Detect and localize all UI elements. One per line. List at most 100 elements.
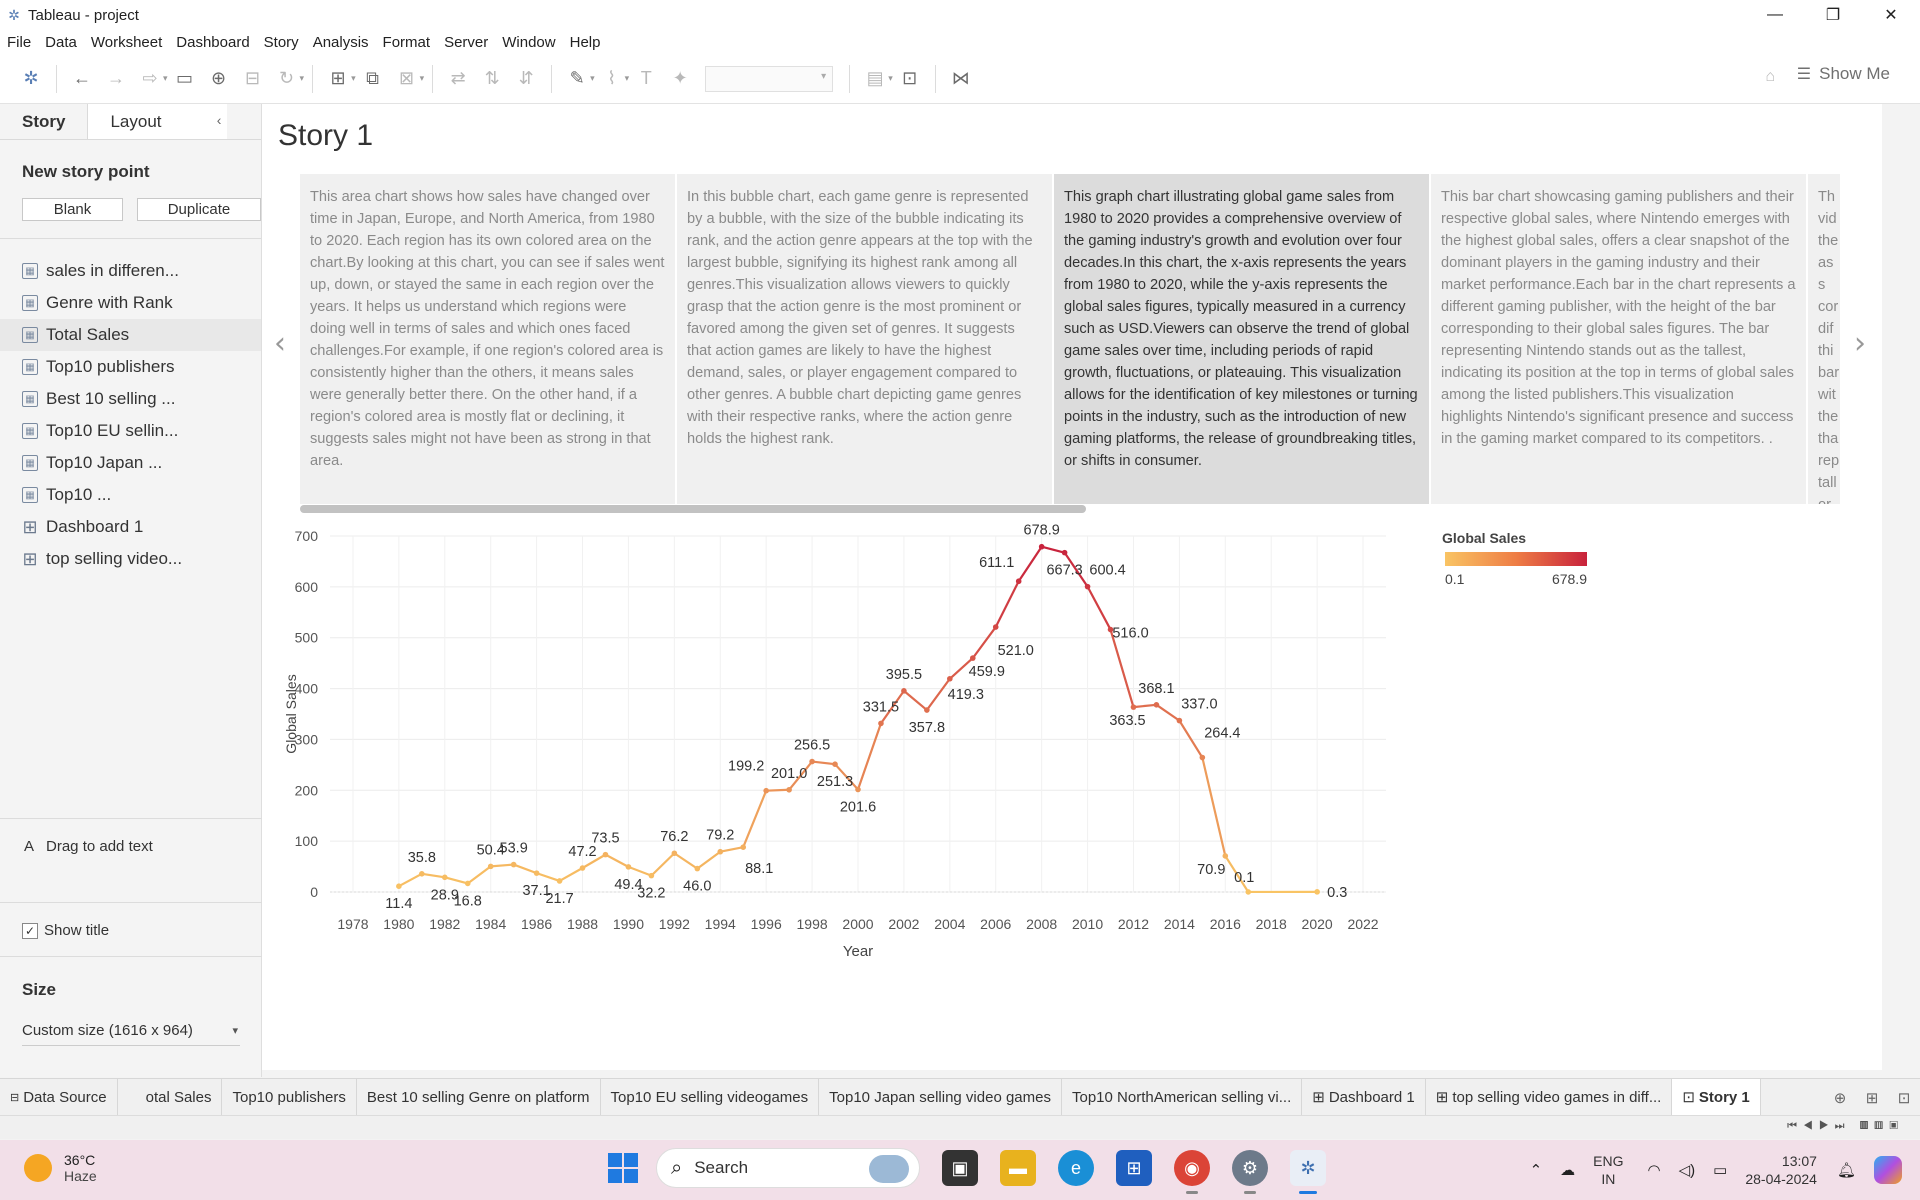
drag-to-add-text[interactable]: A Drag to add text [24, 838, 153, 855]
undo-icon[interactable]: ← [73, 68, 91, 88]
tableau-logo-icon[interactable]: ✲ [23, 68, 39, 88]
clear-dropdown-icon[interactable]: ▾ [419, 73, 425, 83]
sidebar-item-top10-other[interactable]: ▦ Top10 ... [0, 479, 261, 511]
new-dashboard-icon[interactable]: ⊞ [1865, 1089, 1879, 1107]
menu-help[interactable]: Help [569, 33, 601, 51]
fit-width-select[interactable] [705, 65, 834, 92]
clock[interactable]: 13:07 28-04-2024 [1745, 1152, 1817, 1188]
story-point-caption-2[interactable]: In this bubble chart, each game genre is… [677, 174, 1052, 504]
new-story-icon[interactable]: ⊡ [1897, 1089, 1911, 1107]
show-hidden-icons-icon[interactable]: ⌃ [1529, 1162, 1543, 1179]
file-explorer-icon[interactable]: ▬ [1000, 1150, 1036, 1186]
tab-total-sales[interactable]: otal Sales [118, 1078, 223, 1116]
tab-story[interactable]: Story [0, 104, 88, 139]
tab-data-source[interactable]: ⊟ Data Source [0, 1078, 118, 1116]
sidebar-item-top10-publishers[interactable]: ▦ Top10 publishers [0, 351, 261, 383]
sidebar-item-top10-eu[interactable]: ▦ Top10 EU sellin... [0, 415, 261, 447]
story-point-caption-5[interactable]: Th vid the as s cor dif thi bar wit the … [1808, 174, 1840, 504]
cards-dropdown-icon[interactable]: ▾ [888, 73, 893, 83]
presentation-mode-icon[interactable]: ⊡ [902, 68, 918, 88]
windows-start-icon[interactable] [608, 1153, 638, 1183]
menu-window[interactable]: Window [502, 33, 556, 51]
sidebar-item-top-selling-video[interactable]: ⊞ top selling video... [0, 543, 261, 575]
menu-data[interactable]: Data [45, 33, 77, 51]
new-worksheet-icon[interactable]: ⊕ [1833, 1089, 1847, 1107]
task-view-icon[interactable]: ▣ [942, 1150, 978, 1186]
taskbar-search[interactable]: ⌕ Search [656, 1148, 920, 1188]
settings-icon[interactable]: ⚙ [1232, 1150, 1268, 1194]
refresh-icon[interactable]: ↻ [278, 68, 295, 88]
previous-story-point-icon[interactable]: ‹ [274, 326, 286, 361]
menu-server[interactable]: Server [444, 33, 489, 51]
tab-top10-publishers[interactable]: Top10 publishers [222, 1078, 357, 1116]
onedrive-icon[interactable]: ☁ [1560, 1162, 1576, 1179]
fix-axes-icon[interactable]: ✦ [672, 68, 688, 88]
tableau-taskbar-icon[interactable]: ✲ [1290, 1150, 1326, 1194]
show-cards-icon[interactable]: ▤ [866, 68, 884, 88]
new-worksheet-dropdown-icon[interactable]: ▾ [351, 73, 356, 83]
replay-dropdown-icon[interactable]: ▾ [163, 73, 168, 83]
notifications-bell-icon[interactable]: 🔔︎ [1836, 1162, 1856, 1179]
microsoft-store-icon[interactable]: ⊞ [1116, 1150, 1152, 1186]
tab-dashboard-1[interactable]: ⊞ Dashboard 1 [1302, 1078, 1426, 1116]
new-worksheet-icon[interactable]: ⊞ [330, 68, 346, 88]
next-story-point-icon[interactable]: › [1854, 326, 1866, 361]
save-icon[interactable]: ▭ [176, 68, 194, 88]
menu-file[interactable]: File [7, 33, 32, 51]
duplicate-button[interactable]: Duplicate [137, 198, 261, 221]
blank-button[interactable]: Blank [22, 198, 123, 221]
sheet-navigation-icons[interactable]: ⏮◀▶⏭ ▦▥▣ [1787, 1120, 1904, 1132]
menu-dashboard[interactable]: Dashboard [176, 33, 250, 51]
tab-top10-japan[interactable]: Top10 Japan selling video games [819, 1078, 1062, 1116]
story-point-caption-4[interactable]: This bar chart showcasing gaming publish… [1431, 174, 1806, 504]
show-me-button[interactable]: ☰ Show Me [1797, 64, 1890, 84]
clear-sheet-icon[interactable]: ⊠ [399, 68, 415, 88]
menu-story[interactable]: Story [263, 33, 299, 51]
sort-ascending-icon[interactable]: ⇅ [484, 68, 500, 88]
story-point-caption-1[interactable]: This area chart shows how sales have cha… [300, 174, 675, 504]
tab-top10-eu[interactable]: Top10 EU selling videogames [601, 1078, 820, 1116]
sidebar-item-genre-rank[interactable]: ▦ Genre with Rank [0, 287, 261, 319]
swap-rows-columns-icon[interactable]: ⇄ [450, 68, 466, 88]
copilot-icon[interactable] [1874, 1156, 1902, 1184]
pin-icon[interactable]: ⌂ [1765, 68, 1775, 85]
sidebar-item-best10-selling[interactable]: ▦ Best 10 selling ... [0, 383, 261, 415]
show-title-checkbox[interactable]: ✓ Show title [22, 922, 109, 939]
tab-top-selling-video[interactable]: ⊞ top selling video games in diff... [1426, 1078, 1673, 1116]
tab-best10-genre[interactable]: Best 10 selling Genre on platform [357, 1078, 601, 1116]
sidebar-item-top10-japan[interactable]: ▦ Top10 Japan ... [0, 447, 261, 479]
wifi-icon[interactable]: ◠ [1647, 1162, 1661, 1179]
group-dropdown-icon[interactable]: ▾ [624, 73, 630, 83]
tab-top10-northamerican[interactable]: Top10 NorthAmerican selling vi... [1062, 1078, 1303, 1116]
sort-descending-icon[interactable]: ⇵ [518, 68, 534, 88]
menu-worksheet[interactable]: Worksheet [90, 33, 163, 51]
battery-icon[interactable]: ▭ [1713, 1162, 1728, 1179]
minimize-button[interactable]: — [1767, 6, 1783, 23]
group-members-icon[interactable]: ⌇ [607, 68, 617, 88]
tab-layout[interactable]: Layout ‹ [87, 104, 228, 139]
menu-format[interactable]: Format [382, 33, 431, 51]
collapse-sidebar-icon[interactable]: ‹ [216, 112, 222, 128]
show-mark-labels-icon[interactable]: T [640, 68, 652, 88]
chrome-icon[interactable]: ◉ [1174, 1150, 1210, 1194]
duplicate-sheet-icon[interactable]: ⧉ [366, 68, 380, 88]
volume-icon[interactable]: ◁) [1678, 1162, 1696, 1179]
highlight-dropdown-icon[interactable]: ▾ [590, 73, 595, 83]
replay-icon[interactable]: ⇨ [142, 68, 158, 88]
new-data-source-icon[interactable]: ⊕ [210, 68, 227, 88]
tab-story-1[interactable]: ⊡ Story 1 [1672, 1078, 1761, 1116]
weather-widget[interactable]: 36°C Haze [24, 1152, 97, 1184]
language-indicator[interactable]: ENG IN [1593, 1152, 1623, 1188]
sidebar-item-sales-regions[interactable]: ▦ sales in differen... [0, 255, 261, 287]
redo-icon[interactable]: → [107, 68, 125, 88]
share-icon[interactable]: ⋈ [951, 68, 970, 88]
story-point-caption-3[interactable]: This graph chart illustrating global gam… [1054, 174, 1429, 504]
pause-updates-icon[interactable]: ⊟ [244, 68, 261, 88]
menu-analysis[interactable]: Analysis [312, 33, 369, 51]
restore-button[interactable]: ❐ [1825, 7, 1841, 24]
sidebar-item-total-sales[interactable]: ▦ Total Sales [0, 319, 261, 351]
highlight-icon[interactable]: ✎ [569, 68, 585, 88]
size-select[interactable]: Custom size (1616 x 964) [22, 1022, 240, 1046]
sidebar-item-dashboard-1[interactable]: ⊞ Dashboard 1 [0, 511, 261, 543]
edge-browser-icon[interactable]: e [1058, 1150, 1094, 1186]
